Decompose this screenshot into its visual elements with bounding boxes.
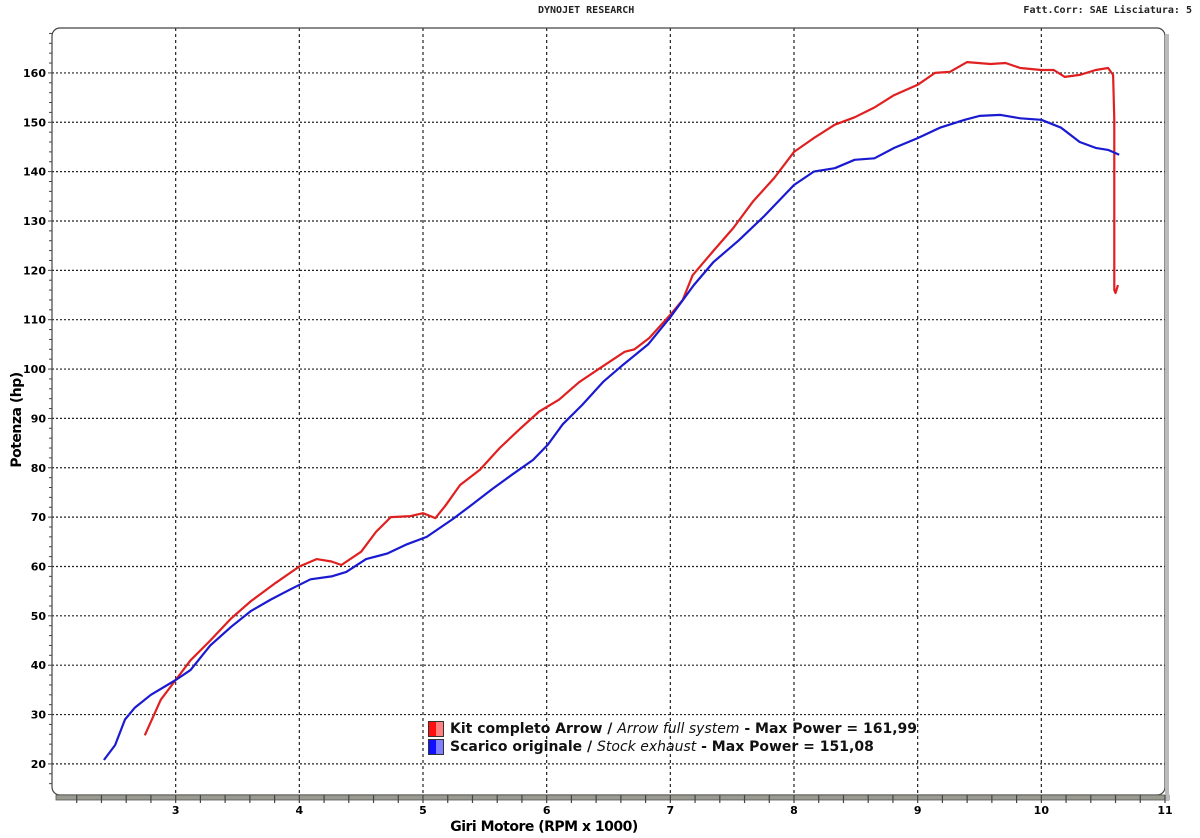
- legend-text: Scarico originale /: [450, 739, 598, 755]
- chart-settings: Fatt.Corr: SAE Lisciatura: 5: [1023, 5, 1192, 16]
- x-tick-label: 10: [1034, 804, 1050, 817]
- y-tick-label: 30: [31, 709, 47, 722]
- x-axis-bar: [55, 794, 1170, 801]
- x-tick-label: 4: [296, 804, 304, 817]
- plot-frame: [51, 27, 1166, 796]
- y-tick-label: 40: [31, 659, 47, 672]
- y-tick-label: 110: [23, 314, 46, 327]
- legend-swatch-blue: [428, 739, 444, 755]
- legend-item-arrow: Kit completo Arrow / Arrow full system -…: [428, 720, 917, 738]
- y-tick-label: 80: [31, 462, 47, 475]
- x-tick-label: 9: [914, 804, 922, 817]
- y-tick-label: 70: [31, 511, 47, 524]
- series-line-stock: [103, 113, 1120, 761]
- legend-swatch-red: [428, 721, 444, 737]
- x-tick-label: 11: [1157, 804, 1172, 817]
- y-tick-label: 60: [31, 560, 47, 573]
- x-tick-label: 8: [790, 804, 798, 817]
- y-tick-label: 20: [31, 758, 47, 771]
- legend-text: Kit completo Arrow /: [450, 721, 618, 737]
- x-axis-label: Giri Motore (RPM x 1000): [450, 819, 638, 835]
- y-tick-label: 150: [23, 116, 46, 129]
- y-tick-label: 130: [23, 215, 46, 228]
- legend-max-power: - Max Power = 151,08: [696, 739, 874, 755]
- x-tick-label: 6: [543, 804, 551, 817]
- plot-shadow: [1165, 34, 1169, 801]
- series-line-arrow: [143, 61, 1120, 736]
- y-tick-label: 160: [23, 67, 46, 80]
- legend: Kit completo Arrow / Arrow full system -…: [428, 720, 917, 756]
- legend-max-power: - Max Power = 161,99: [739, 721, 918, 737]
- x-tick-label: 3: [172, 804, 180, 817]
- y-tick-label: 50: [31, 610, 47, 623]
- y-tick-label: 90: [31, 412, 47, 425]
- x-tick-label: 5: [419, 804, 427, 817]
- y-tick-label: 100: [23, 363, 46, 376]
- y-tick-label: 120: [23, 264, 46, 277]
- legend-text-italic: Arrow full system: [617, 721, 740, 737]
- legend-text-italic: Stock exhaust: [597, 739, 697, 755]
- x-tick-label: 7: [667, 804, 675, 817]
- y-tick-label: 140: [23, 166, 46, 179]
- y-axis-label: Potenza (hp): [9, 372, 25, 467]
- legend-item-stock: Scarico originale / Stock exhaust - Max …: [428, 738, 917, 756]
- chart-header-title: DYNOJET RESEARCH: [538, 5, 635, 16]
